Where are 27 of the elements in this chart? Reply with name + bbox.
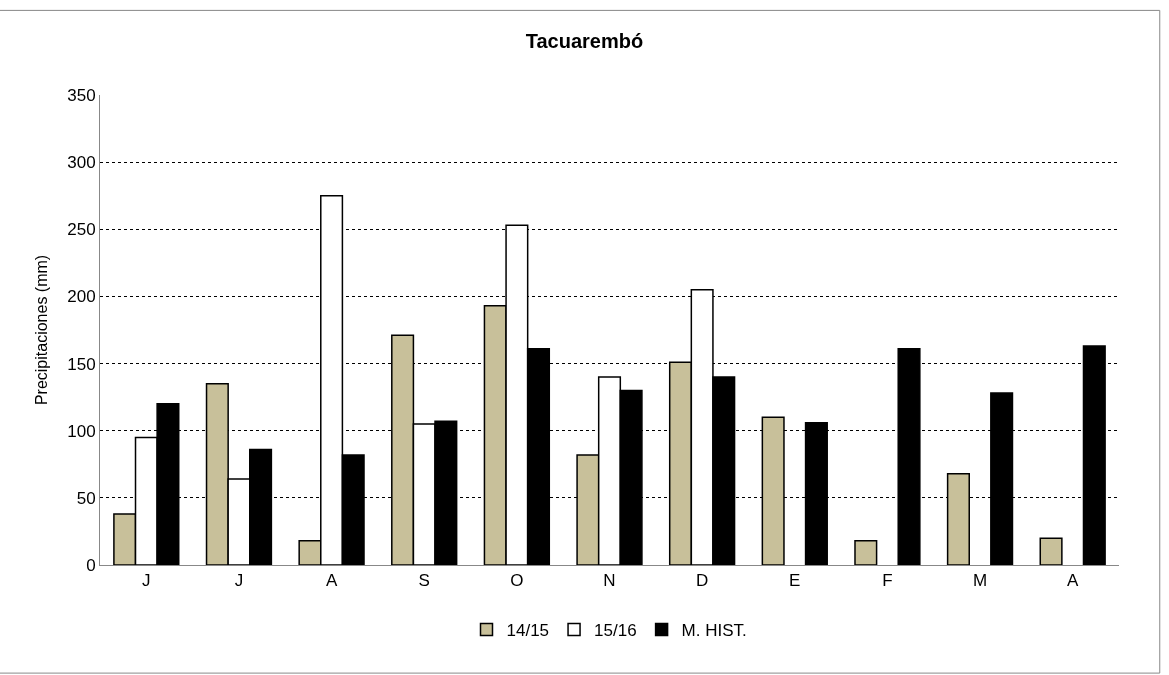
y-tick-label: 300 [67,153,96,173]
x-tick-label: S [418,571,430,591]
x-tick-label: N [603,571,616,591]
y-tick-label: 0 [86,555,96,575]
bar [1082,345,1106,565]
y-tick-label: 350 [67,85,96,105]
x-tick-label: J [142,571,151,591]
bar [1039,537,1063,565]
legend-label: 15/16 [594,621,637,641]
x-tick-label: M [972,571,988,591]
x-tick-label: F [882,571,893,591]
legend-label: 14/15 [506,621,550,641]
x-tick-label: A [1067,571,1080,591]
x-tick-label: J [234,571,244,591]
x-tick-label: A [325,571,338,591]
x-tick-label: O [510,571,524,591]
y-axis-title: Precipitaciones (mm) [33,254,51,406]
y-tick-label: 50 [76,488,96,508]
y-tick-label: 100 [67,421,96,441]
y-tick-label: 200 [67,287,96,307]
y-tick-label: 250 [67,220,96,240]
x-tick-label: D [696,571,709,591]
x-tick-label: E [789,571,801,591]
y-tick-label: 150 [67,354,96,374]
chart-title: Tacuarembó [525,29,644,52]
legend-label: M. HIST. [681,621,747,641]
bar [854,540,878,565]
